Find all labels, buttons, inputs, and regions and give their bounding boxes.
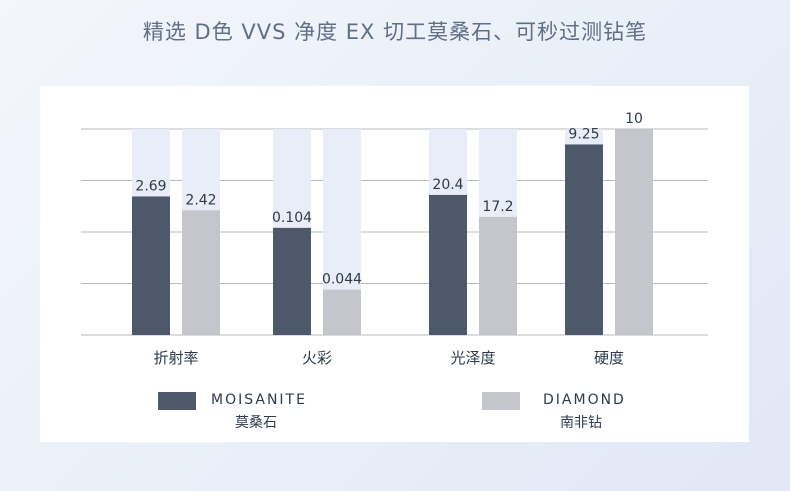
page-title: 精选 D色 VVS 净度 EX 切工莫桑石、可秒过测钻笔 (142, 20, 648, 44)
data-label: 9.25 (568, 126, 599, 142)
bar-diamond (323, 289, 361, 335)
data-label: 0.044 (322, 272, 362, 288)
legend-item-diamond: DIAMOND 南非钻 (482, 392, 682, 436)
bar-moissanite (132, 196, 170, 335)
legend-item-moissanite: MOISANITE 莫桑石 (158, 392, 358, 436)
bar-diamond (479, 216, 517, 335)
bar-moissanite (565, 144, 603, 335)
legend-label-en: MOISANITE (211, 392, 307, 408)
category-label: 硬度 (594, 349, 624, 367)
data-label: 10 (625, 111, 643, 127)
category-label: 光泽度 (450, 349, 495, 367)
bar-diamond (615, 129, 653, 335)
bar-diamond (182, 210, 220, 335)
legend-swatch-diamond (482, 392, 520, 410)
bar-chart: 2.69 2.42 折射率 0.104 0.044 火彩 20.4 17.2 光泽度 9.25 10… (81, 111, 708, 367)
category-label: 火彩 (302, 349, 332, 367)
legend-label-cn: 莫桑石 (235, 415, 277, 431)
legend-label-cn: 南非钻 (560, 415, 602, 431)
data-label: 0.104 (272, 210, 312, 226)
data-label: 20.4 (432, 177, 463, 193)
data-label: 17.2 (482, 199, 513, 215)
legend-swatch-moissanite (158, 392, 196, 410)
category-label: 折射率 (153, 349, 198, 367)
chart-card: 2.69 2.42 折射率 0.104 0.044 火彩 20.4 17.2 光泽度 9.25 10… (40, 86, 749, 442)
bar-moissanite (273, 227, 311, 335)
legend-label-en: DIAMOND (543, 392, 626, 408)
data-label: 2.42 (185, 192, 216, 208)
data-label: 2.69 (135, 178, 166, 194)
bar-moissanite (429, 194, 467, 335)
